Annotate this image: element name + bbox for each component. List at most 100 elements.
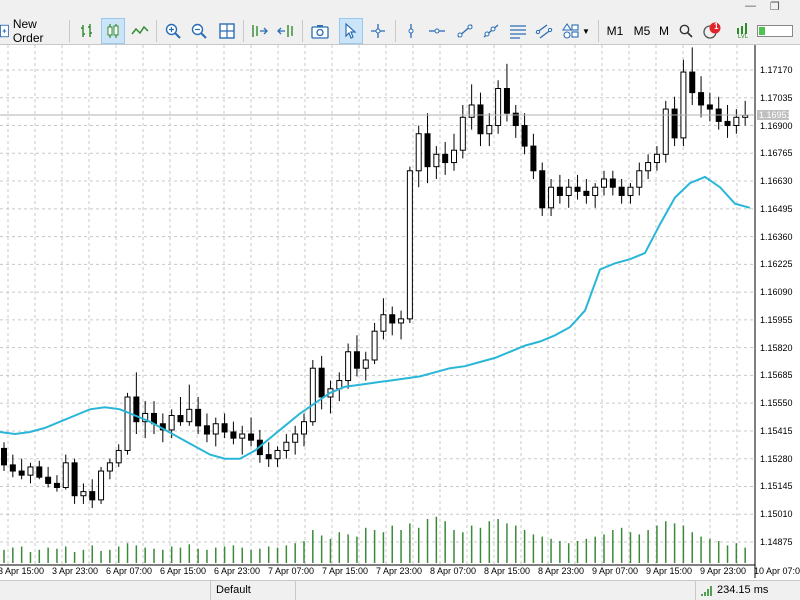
trendline-icon <box>457 24 473 38</box>
new-order-icon <box>0 24 9 38</box>
time-tick-label: 6 Apr 23:00 <box>214 566 261 576</box>
bar-chart-button[interactable] <box>76 18 98 44</box>
candle-body <box>512 112 519 127</box>
candle-body <box>742 114 749 118</box>
candle-body <box>671 108 678 139</box>
candle-body <box>45 476 52 484</box>
candle-body <box>406 170 413 320</box>
candle-body <box>195 408 202 427</box>
candle-body <box>309 367 316 423</box>
price-tick-label: 1.15685 <box>760 370 793 381</box>
price-tick-label: 1.16630 <box>760 176 793 187</box>
equidistant-channel-button[interactable] <box>533 18 555 44</box>
trendline-button[interactable] <box>454 18 476 44</box>
candle-body <box>71 462 78 497</box>
line-chart-button[interactable] <box>129 18 151 44</box>
time-tick-label: 9 Apr 07:00 <box>592 566 639 576</box>
timeframe-menu-button[interactable]: M <box>659 24 669 38</box>
signal-icon <box>737 22 747 34</box>
notification-count-badge: 1 <box>714 22 719 31</box>
signal-button[interactable]: LVL <box>732 18 754 44</box>
timeframe-m5-button[interactable]: M5 <box>633 24 651 38</box>
minimize-button[interactable]: — <box>745 0 756 12</box>
cursor-button[interactable] <box>339 18 363 44</box>
screenshot-button[interactable] <box>308 18 332 44</box>
search-button[interactable] <box>676 18 696 44</box>
autoscroll-button[interactable] <box>274 18 296 44</box>
time-tick-label: 8 Apr 15:00 <box>484 566 531 576</box>
lvl-label: LVL <box>737 33 749 40</box>
price-tick-label: 1.16495 <box>760 203 793 214</box>
shift-chart-button[interactable] <box>248 18 270 44</box>
candle-body <box>521 125 528 147</box>
vertical-line-icon <box>408 24 414 38</box>
time-tick-label: 7 Apr 07:00 <box>268 566 315 576</box>
candle-body <box>583 190 590 196</box>
restore-button[interactable]: ❐ <box>770 1 780 13</box>
candle-body <box>601 178 607 188</box>
crosshair-button[interactable] <box>367 18 389 44</box>
tile-windows-button[interactable] <box>216 18 238 44</box>
candle-body <box>18 470 25 476</box>
candlesticks-icon <box>107 24 119 38</box>
candle-body <box>645 162 652 172</box>
candle-body <box>318 367 325 398</box>
price-tick-label: 1.15010 <box>760 509 793 520</box>
vertical-line-button[interactable] <box>400 18 422 44</box>
time-tick-label: 8 Apr 23:00 <box>538 566 585 576</box>
ray-button[interactable] <box>480 18 502 44</box>
candle-body <box>353 351 360 369</box>
price-tick-label: 1.15820 <box>760 342 793 353</box>
candle-body <box>618 186 625 196</box>
connection-signal-icon <box>701 585 712 596</box>
new-order-button[interactable]: New Order <box>0 17 64 45</box>
bars-icon <box>81 24 92 37</box>
cursor-icon <box>345 23 357 39</box>
chart-canvas[interactable] <box>0 45 800 578</box>
candlesticks-button[interactable] <box>101 18 125 44</box>
new-order-label: New Order <box>12 17 44 45</box>
candle-body <box>733 116 740 127</box>
zoom-out-button[interactable] <box>188 18 210 44</box>
candle-body <box>503 88 510 114</box>
price-tick-label: 1.16090 <box>760 287 793 298</box>
candle-body <box>362 359 369 369</box>
candle-body <box>636 170 643 188</box>
zoom-in-button[interactable] <box>162 18 184 44</box>
candle-body <box>203 425 210 435</box>
main-toolbar: — ❐ New Order <box>0 0 800 45</box>
candle-body <box>301 421 307 435</box>
candle-body <box>539 170 546 209</box>
zoom-out-icon <box>191 23 207 39</box>
horizontal-line-button[interactable] <box>426 18 448 44</box>
time-tick-label: 10 Apr 07:00 <box>754 566 800 576</box>
candle-body <box>212 423 219 435</box>
zoom-in-icon <box>165 23 181 39</box>
price-tick-label: 1.14875 <box>760 537 793 547</box>
candle-body <box>706 104 713 110</box>
candle-body <box>609 178 616 188</box>
horizontal-line-icon <box>429 28 445 34</box>
time-tick-label: 6 Apr 07:00 <box>106 566 153 576</box>
connection-strength-indicator <box>756 18 794 44</box>
candle-body <box>265 454 272 460</box>
price-tick-label: 1.16360 <box>760 231 793 242</box>
candle-body <box>142 412 149 423</box>
screenshot-icon <box>311 25 329 39</box>
candle-body <box>698 92 705 106</box>
candle-body <box>248 433 255 441</box>
timeframe-m1-button[interactable]: M1 <box>606 24 624 38</box>
profile-selector[interactable]: Default <box>210 581 295 600</box>
line-chart-icon <box>131 25 149 35</box>
channel-button[interactable] <box>507 18 529 44</box>
price-chart[interactable]: 1.17170 1.17035 1.16900 1.16765 1.16630 1.164… <box>0 45 800 578</box>
ping-cell[interactable]: 234.15 ms <box>695 581 800 600</box>
status-bar: Default 234.15 ms <box>0 580 800 600</box>
candle-body <box>451 149 457 164</box>
candle-body <box>424 133 431 168</box>
shapes-button[interactable]: ▼ <box>560 18 592 44</box>
notifications-button[interactable]: 1 <box>700 18 724 44</box>
time-tick-label: 8 Apr 07:00 <box>430 566 477 576</box>
candle-body <box>283 441 290 451</box>
candle-body <box>124 396 131 451</box>
